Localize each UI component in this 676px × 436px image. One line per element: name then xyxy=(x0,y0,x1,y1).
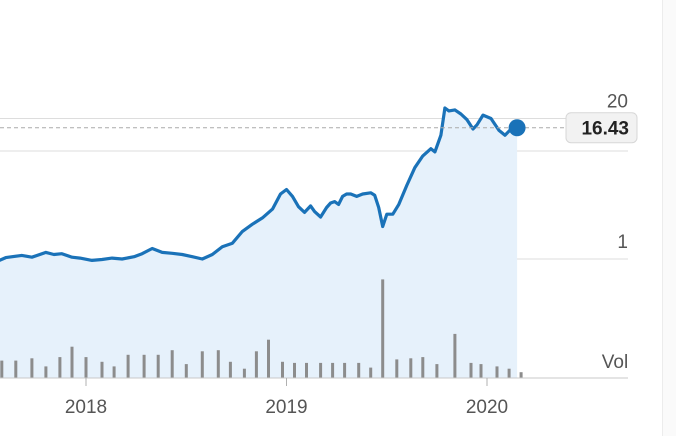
volume-bar xyxy=(44,366,48,378)
volume-bar xyxy=(331,362,335,378)
volume-bar xyxy=(112,366,116,378)
price-line-layer xyxy=(0,106,566,262)
volume-bar xyxy=(100,361,104,378)
volume-bar xyxy=(495,366,499,378)
price-line xyxy=(0,106,519,262)
volume-bar xyxy=(421,357,425,378)
x-tick-label: 2018 xyxy=(65,397,107,418)
last-price-badge-box xyxy=(565,112,638,144)
x-tick-label: 2019 xyxy=(265,397,307,418)
volume-bars xyxy=(0,279,523,378)
volume-bar xyxy=(156,354,160,378)
volume-bar xyxy=(453,333,457,378)
y-tick-label: 1 xyxy=(617,232,628,253)
last-price-value: 16.43 xyxy=(581,119,629,140)
volume-bar xyxy=(281,361,284,378)
volume-bar xyxy=(58,357,62,378)
last-price-marker xyxy=(508,119,526,137)
volume-bar xyxy=(305,362,308,378)
price-area-layer xyxy=(0,108,518,378)
volume-bar xyxy=(479,364,483,378)
volume-bar xyxy=(343,362,347,378)
volume-bar xyxy=(381,279,385,378)
volume-axis-label: Vol xyxy=(602,352,628,373)
volume-bar xyxy=(369,367,373,378)
volume-bar xyxy=(395,359,399,378)
volume-bar xyxy=(184,364,188,378)
price-area xyxy=(0,108,518,378)
volume-bar xyxy=(293,362,296,378)
volume-bar xyxy=(267,339,270,378)
last-price-badge: 16.43 xyxy=(565,112,638,144)
panel-scrollbar-edge xyxy=(662,0,676,436)
volume-bar xyxy=(435,364,439,378)
volume-bar xyxy=(0,360,4,378)
volume-bar xyxy=(200,351,204,378)
volume-bar xyxy=(142,354,146,378)
y-tick-label: 20 xyxy=(607,91,628,112)
volume-bar xyxy=(228,361,232,378)
x-tick-label: 2020 xyxy=(466,397,508,418)
volume-bar xyxy=(254,351,258,378)
volume-bar xyxy=(469,362,473,378)
volume-bar xyxy=(357,362,361,378)
volume-bar xyxy=(216,350,220,378)
volume-bar xyxy=(507,368,511,378)
volume-bar xyxy=(126,354,130,378)
volume-bar xyxy=(170,350,174,378)
volume-bar xyxy=(84,357,88,378)
volume-bar xyxy=(242,368,246,378)
volume-bar xyxy=(319,362,323,378)
x-axis: 2018 2019 2020 xyxy=(0,377,628,418)
volume-bar xyxy=(70,346,74,378)
volume-bar xyxy=(409,358,413,378)
volume-bar xyxy=(30,358,34,378)
volume-bar xyxy=(519,372,523,378)
volume-bar xyxy=(14,360,18,378)
